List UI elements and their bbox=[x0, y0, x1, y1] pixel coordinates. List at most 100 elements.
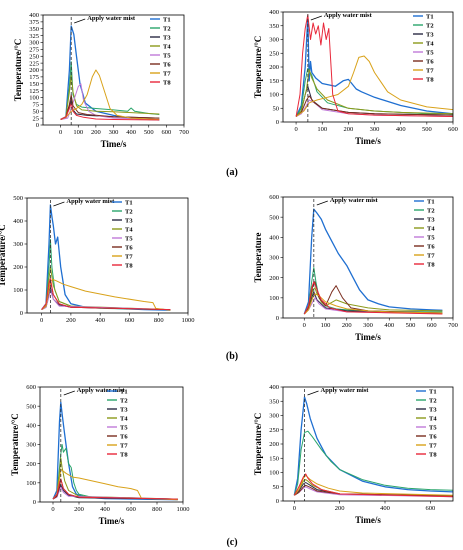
y-tick-label: 50 bbox=[33, 108, 40, 115]
x-tick-label: 700 bbox=[448, 322, 458, 329]
legend-label-t8: T8 bbox=[163, 79, 171, 86]
legend-label-t8: T8 bbox=[125, 262, 133, 269]
series-line-t4 bbox=[295, 69, 453, 117]
y-axis-label: Temperature/°C bbox=[253, 36, 263, 99]
x-tick-label: 300 bbox=[370, 126, 380, 133]
legend-label-t6: T6 bbox=[120, 433, 128, 440]
annotation-label: Apply water mist bbox=[324, 12, 373, 19]
chart-panel-5: Apply water mist 0 200 400 600 800 1000 0 100 200… bbox=[10, 384, 190, 526]
annotation-label: Apply water mist bbox=[77, 387, 126, 394]
y-tick-label: 500 bbox=[13, 195, 23, 202]
y-tick-label: 400 bbox=[13, 218, 23, 225]
series-line-t1 bbox=[60, 25, 160, 121]
y-tick-label: 0 bbox=[276, 498, 279, 505]
legend-label-t1: T1 bbox=[120, 388, 128, 395]
x-tick-label: 600 bbox=[427, 322, 437, 329]
legend-label-t5: T5 bbox=[120, 424, 128, 431]
y-tick-label: 0 bbox=[20, 310, 23, 317]
x-tick-label: 500 bbox=[144, 129, 154, 136]
x-tick-label: 0 bbox=[293, 505, 296, 512]
y-tick-label: 25 bbox=[33, 115, 40, 122]
series-line-t5 bbox=[52, 486, 178, 500]
legend-label-t3: T3 bbox=[120, 406, 128, 413]
series-line-t2 bbox=[60, 61, 160, 120]
series-line-t7 bbox=[52, 468, 178, 501]
x-tick-label: 700 bbox=[179, 129, 189, 136]
y-tick-label: 200 bbox=[269, 64, 279, 71]
legend-label-t2: T2 bbox=[429, 397, 437, 404]
legend-label-t8: T8 bbox=[429, 451, 437, 458]
annotation-arrow bbox=[63, 390, 75, 396]
legend-label-t5: T5 bbox=[429, 424, 437, 431]
y-tick-label: 400 bbox=[26, 423, 36, 430]
y-tick-label: 100 bbox=[269, 295, 279, 302]
y-tick-label: 600 bbox=[269, 194, 279, 201]
series-line-t1 bbox=[303, 208, 443, 315]
legend-label-t7: T7 bbox=[125, 253, 133, 260]
y-tick-label: 400 bbox=[269, 235, 279, 242]
x-tick-label: 400 bbox=[95, 317, 105, 324]
y-tick-label: 0 bbox=[276, 315, 279, 322]
y-tick-label: 150 bbox=[269, 78, 279, 85]
y-tick-label: 50 bbox=[273, 105, 280, 112]
y-tick-label: 400 bbox=[269, 9, 279, 16]
y-tick-label: 275 bbox=[29, 47, 39, 54]
x-tick-label: 100 bbox=[321, 322, 331, 329]
y-tick-label: 500 bbox=[269, 214, 279, 221]
x-tick-label: 100 bbox=[73, 129, 83, 136]
series-line-t1 bbox=[293, 396, 453, 496]
legend-label-t1: T1 bbox=[427, 198, 435, 205]
y-tick-label: 0 bbox=[33, 499, 36, 506]
y-tick-label: 250 bbox=[29, 53, 39, 60]
legend-label-t4: T4 bbox=[163, 43, 171, 50]
y-tick-label: 100 bbox=[26, 480, 36, 487]
legend-label-t1: T1 bbox=[426, 13, 434, 20]
series-line-t4 bbox=[41, 266, 171, 311]
legend-label-t3: T3 bbox=[429, 406, 437, 413]
legend-label-t4: T4 bbox=[427, 225, 435, 232]
x-tick-label: 300 bbox=[109, 129, 119, 136]
legend-label-t1: T1 bbox=[429, 388, 437, 395]
series-line-t5 bbox=[60, 83, 160, 120]
series-line-t1 bbox=[295, 16, 453, 117]
series-line-t8 bbox=[295, 14, 453, 117]
y-tick-label: 100 bbox=[269, 470, 279, 477]
y-tick-label: 225 bbox=[29, 60, 39, 67]
x-tick-label: 200 bbox=[344, 126, 354, 133]
y-tick-label: 300 bbox=[26, 442, 36, 449]
y-tick-label: 350 bbox=[29, 26, 39, 33]
y-axis-label: Temperature/°C bbox=[13, 39, 23, 102]
x-tick-label: 400 bbox=[384, 322, 394, 329]
legend-label-t4: T4 bbox=[125, 226, 133, 233]
annotation-arrow bbox=[316, 200, 328, 206]
plot-frame bbox=[26, 197, 189, 314]
legend-label-t6: T6 bbox=[163, 61, 171, 68]
legend-label-t4: T4 bbox=[426, 40, 434, 47]
y-tick-label: 200 bbox=[269, 441, 279, 448]
y-axis-label: Temperature/°C bbox=[10, 413, 20, 476]
legend-label-t1: T1 bbox=[125, 199, 133, 206]
legend-label-t7: T7 bbox=[163, 70, 171, 77]
x-tick-label: 0 bbox=[40, 317, 43, 324]
y-tick-label: 150 bbox=[29, 81, 39, 88]
annotation-arrow bbox=[53, 201, 65, 207]
series-line-t8 bbox=[60, 102, 160, 121]
y-tick-label: 375 bbox=[29, 19, 39, 26]
y-tick-label: 300 bbox=[29, 40, 39, 47]
y-tick-label: 100 bbox=[29, 95, 39, 102]
y-tick-label: 250 bbox=[269, 427, 279, 434]
legend-label-t2: T2 bbox=[125, 208, 133, 215]
annotation-arrow bbox=[310, 15, 322, 21]
y-tick-label: 100 bbox=[13, 287, 23, 294]
series-line-t8 bbox=[293, 473, 453, 498]
series-line-t7 bbox=[60, 69, 160, 120]
x-tick-label: 200 bbox=[342, 322, 352, 329]
y-axis-label: Temperature bbox=[253, 233, 263, 283]
legend-label-t6: T6 bbox=[125, 244, 133, 251]
series-line-t2 bbox=[293, 430, 453, 496]
y-tick-label: 0 bbox=[276, 119, 279, 126]
y-tick-label: 400 bbox=[29, 12, 39, 19]
series-line-t7 bbox=[293, 474, 453, 496]
series-line-t8 bbox=[303, 281, 443, 315]
